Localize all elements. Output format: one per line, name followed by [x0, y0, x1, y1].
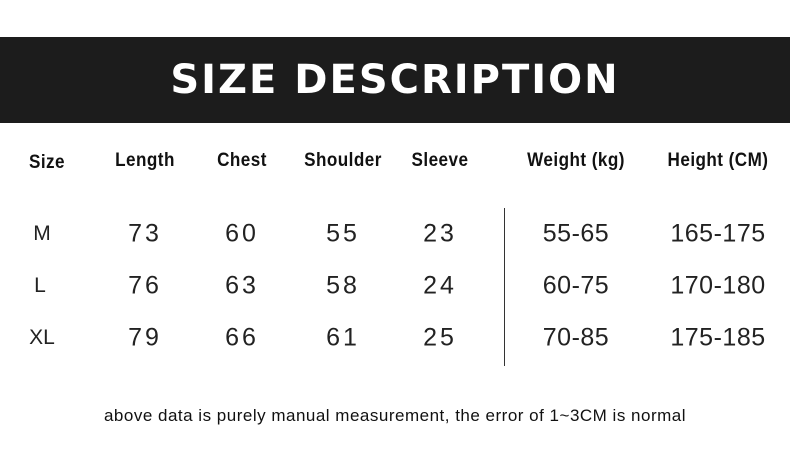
page-title: SIZE DESCRIPTION [170, 57, 620, 103]
column-header: Sleeve [411, 150, 469, 171]
title-banner: SIZE DESCRIPTION [0, 37, 790, 123]
table-cell: 165-175 [670, 219, 766, 248]
column-header: Shoulder [304, 150, 382, 171]
size-label: L [34, 274, 46, 297]
table-cell: 76 [128, 271, 162, 300]
table-cell: 66 [225, 323, 259, 352]
column-header: Length [115, 150, 175, 171]
size-label: XL [29, 326, 55, 349]
table-cell: 60-75 [542, 271, 610, 300]
table-cell: 70-85 [542, 323, 610, 352]
table-cell: 175-185 [670, 323, 766, 352]
table-cell: 25 [423, 323, 457, 352]
column-header: Size [28, 152, 66, 173]
size-label: M [33, 222, 51, 245]
table-cell: 61 [326, 323, 360, 352]
table-cell: 55 [326, 219, 360, 248]
table-cell: 55-65 [542, 219, 610, 248]
table-cell: 63 [225, 271, 259, 300]
measurement-note: above data is purely manual measurement,… [103, 406, 687, 425]
table-cell: 170-180 [670, 271, 766, 300]
table-cell: 23 [423, 219, 457, 248]
table-cell: 58 [326, 271, 360, 300]
column-header: Chest [217, 150, 267, 171]
column-divider [504, 208, 505, 366]
table-cell: 73 [128, 219, 162, 248]
column-header: Height (CM) [667, 150, 769, 171]
column-header: Weight (kg) [527, 150, 625, 171]
table-cell: 60 [225, 219, 259, 248]
table-cell: 24 [423, 271, 457, 300]
table-cell: 79 [128, 323, 162, 352]
